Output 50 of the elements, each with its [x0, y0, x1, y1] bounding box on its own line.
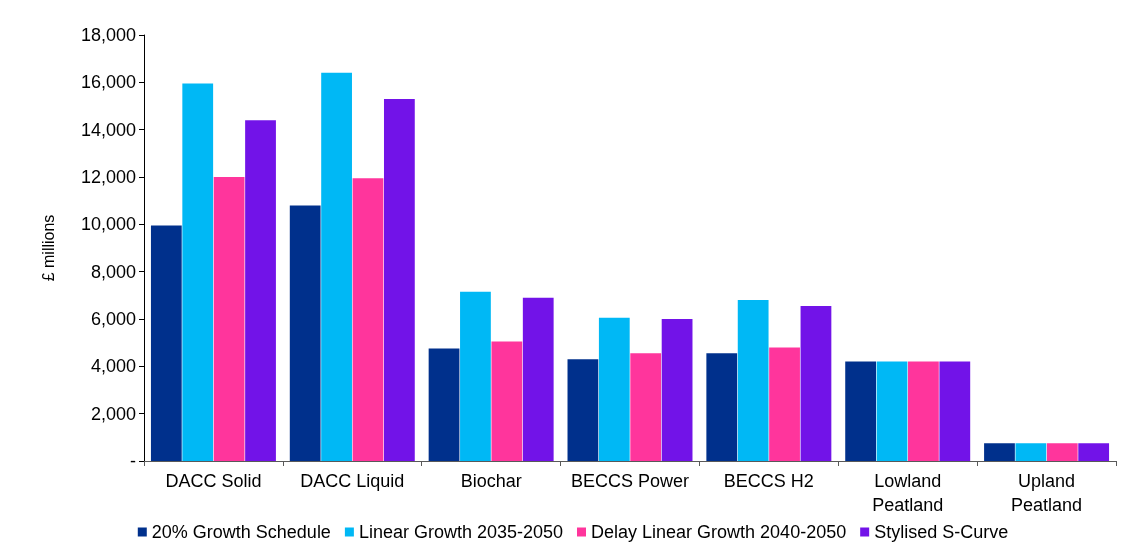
- bar: [876, 361, 908, 461]
- bar: [984, 443, 1015, 461]
- legend-label: Linear Growth 2035-2050: [358, 522, 564, 542]
- bar: [460, 291, 491, 461]
- y-tick-label: 8,000: [90, 261, 136, 282]
- legend-label: 20% Growth Schedule: [151, 522, 331, 542]
- bar: [491, 341, 523, 461]
- x-tick-label: Upland Peatland: [1011, 471, 1083, 515]
- bar: [150, 225, 182, 461]
- bar: [245, 120, 276, 461]
- y-axis-title: £ millions: [39, 214, 57, 282]
- y-tick-label: 10,000: [80, 214, 136, 235]
- y-tick-label: 4,000: [90, 356, 136, 377]
- y-tick-label: 12,000: [80, 167, 136, 187]
- y-tick-label: 18,000: [80, 25, 136, 45]
- bar: [661, 319, 693, 461]
- y-tick-label: 16,000: [80, 72, 136, 93]
- bar: [213, 177, 245, 461]
- x-tick-label: BECCS H2: [723, 471, 814, 491]
- bar: [352, 178, 384, 461]
- bar: [522, 297, 554, 461]
- x-tick-label: BECCS Power: [570, 471, 690, 491]
- y-tick-label: 14,000: [80, 119, 136, 140]
- bar: [598, 317, 630, 461]
- bar: [567, 359, 599, 461]
- legend-label: Delay Linear Growth 2040-2050: [591, 522, 847, 542]
- bar: [737, 300, 769, 461]
- x-tick-label: DACC Solid: [165, 471, 262, 491]
- y-tick-label: 6,000: [90, 309, 136, 329]
- bar: [845, 361, 877, 461]
- legend-label: Stylised S-Curve: [874, 522, 1009, 542]
- y-tick-label: -: [130, 451, 136, 471]
- y-tick-label: 2,000: [90, 403, 136, 424]
- bar: [1046, 443, 1078, 461]
- x-tick-label: Biochar: [460, 471, 522, 491]
- bar: [800, 305, 832, 461]
- x-tick-label: Lowland Peatland: [872, 471, 944, 515]
- bar: [706, 353, 738, 461]
- bar: [769, 347, 800, 461]
- bar: [1078, 443, 1110, 461]
- bar: [383, 98, 415, 461]
- bar: [630, 353, 662, 461]
- bar: [428, 348, 460, 461]
- x-tick-label: DACC Liquid: [300, 471, 405, 491]
- bar: [1015, 443, 1047, 461]
- bar: [289, 205, 321, 461]
- bar: [908, 361, 939, 461]
- bar: [182, 83, 214, 461]
- bar: [939, 361, 971, 461]
- bar: [321, 72, 352, 461]
